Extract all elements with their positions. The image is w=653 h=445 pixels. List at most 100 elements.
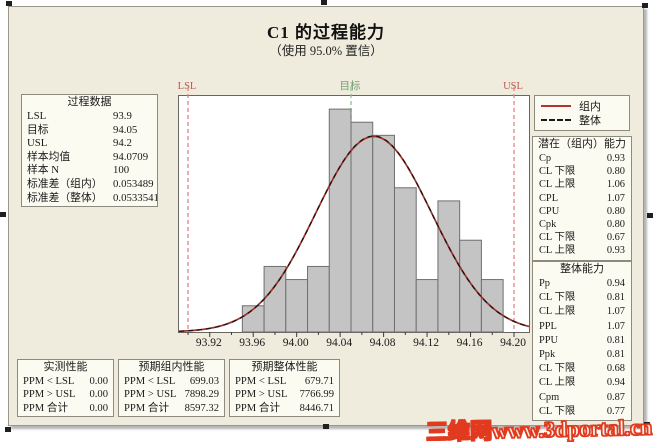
expected-overall-performance-rows: PPM < LSL 679.71 PPM > USL 7766.99 PPM 合计 844… [230,375,339,415]
legend-label: 整体 [579,115,601,127]
histogram-bar [328,108,352,333]
stat-value: 7898.29 [184,389,219,401]
stat-value: 0.80 [606,166,625,178]
expected-within-performance-title: 预期组内性能 [138,361,205,373]
stat-row: CL 下限 0.77 [539,405,625,419]
stat-value: 8446.71 [299,402,334,414]
stat-row: 样本均值 94.0709 [27,151,152,165]
stat-row: CL 下限 0.67 [539,231,625,244]
stat-value: 699.03 [189,376,219,387]
stat-value: 0.053489 [113,177,154,190]
stat-row: Cp 0.93 [539,152,625,165]
stat-row: CPU 0.80 [539,205,625,218]
stat-value: 0.93 [606,245,625,257]
stat-label: PPL [539,320,557,332]
legend: 组内 整体 [534,95,630,131]
stat-row: CL 下限 0.81 [539,291,625,305]
selection-handle-top-center[interactable] [321,0,327,5]
within-line-icon [541,105,571,107]
stat-label: CL 上限 [539,179,576,191]
histogram-bar [350,121,374,333]
stat-row: Pp 0.94 [539,277,625,291]
stat-value: 1.07 [606,320,625,332]
selection-handle-top-right[interactable] [642,3,648,8]
stat-label: 样本均值 [27,150,71,163]
histogram-bar [285,279,309,333]
stat-value: 94.05 [113,123,138,136]
histogram-plot [178,87,530,337]
stat-value: 0.67 [606,232,625,244]
stat-value: 0.80 [606,219,625,231]
selection-handle-middle-right[interactable] [647,213,653,218]
expected-overall-performance-title: 预期整体性能 [251,361,318,373]
stat-label: PPM > USL [235,389,288,401]
stat-value: 0.77 [606,405,625,417]
process-data-rows: LSL 93.9 目标 94.05 USL 94.2 样本均值 94.0709 样本 N 100 标… [22,110,157,205]
stat-row: CL 上限 1.07 [539,305,625,319]
stat-value: 0.81 [606,292,625,304]
stat-value: 1.06 [606,179,625,191]
within-capability-title: 潜在（组内）能力 [538,138,626,150]
x-tick-label: 94.20 [500,337,526,349]
stat-row: PPM < LSL 679.71 [235,375,334,388]
stat-label: PPM < LSL [124,376,176,387]
stat-row: CL 下限 0.68 [539,362,625,376]
stat-value: 93.9 [113,110,132,122]
stat-value: 0.80 [606,205,625,217]
within-capability-panel: 潜在（组内）能力 Cp 0.93 CL 下限 0.80 CL 上限 1.06 CPL 1.07… [532,136,632,261]
spec-label-目标: 目标 [339,81,361,92]
stat-row: CL 上限 0.94 [539,376,625,390]
x-tick-label: 94.04 [326,337,353,349]
stat-value: 8597.32 [184,402,219,414]
expected-within-performance-rows: PPM < LSL 699.03 PPM > USL 7898.29 PPM 合计 859… [119,375,224,415]
histogram-bar [459,239,482,333]
stat-row: 目标 94.05 [27,124,152,138]
stat-label: USL [27,137,48,150]
overall-capability-rows: Pp 0.94 CL 下限 0.81 CL 上限 1.07 PPL 1.07 PPU 0.81 Pp… [533,277,631,419]
stat-value: 0.81 [606,349,625,361]
stat-label: Ppk [539,349,556,361]
stat-value: 0.0533541 [113,191,158,204]
stat-row: Cpm 0.87 [539,391,625,405]
spec-label-LSL: LSL [177,81,197,92]
stat-label: Cpm [539,391,560,403]
stat-label: CL 下限 [539,232,576,244]
stat-label: 标准差（组内） [27,177,103,190]
histogram-bar [393,187,417,333]
stat-value: 7766.99 [299,389,334,401]
expected-overall-performance-panel: 预期整体性能 PPM < LSL 679.71 PPM > USL 7766.99 PP… [229,359,340,417]
stat-label: PPM > USL [23,389,76,401]
stat-label: Pp [539,278,550,289]
selection-handle-top-left[interactable] [6,1,12,6]
spec-label-USL: USL [503,81,523,92]
stat-row: PPM 合计 8446.71 [235,402,334,415]
stat-label: PPM 合计 [235,402,281,414]
process-data-panel: 过程数据 LSL 93.9 目标 94.05 USL 94.2 样本均值 94.0709 样本 … [21,94,158,207]
observed-performance-rows: PPM < LSL 0.00 PPM > USL 0.00 PPM 合计 0.00 [18,375,113,415]
selection-handle-bottom-left[interactable] [5,427,11,432]
stat-label: PPM < LSL [23,376,75,387]
stat-row: PPM > USL 7766.99 [235,388,334,401]
stat-label: PPM 合计 [124,402,170,414]
stat-label: 目标 [27,123,49,136]
stat-row: 标准差（组内） 0.053489 [27,177,154,192]
curve-整体 [178,135,530,332]
stat-label: CL 上限 [539,377,576,389]
histogram-bar [372,134,395,333]
stat-value: 94.2 [113,137,132,150]
stat-label: CL 下限 [539,292,576,304]
stat-value: 0.93 [606,153,625,164]
stat-value: 0.87 [606,391,625,403]
stat-value: 0.00 [89,402,108,414]
histogram-svg [178,87,530,337]
stat-label: Cp [539,153,552,164]
x-tick-label: 94.00 [282,337,309,349]
selection-handle-middle-left[interactable] [0,212,6,217]
stat-value: 0.00 [89,389,108,401]
selection-handle-bottom-right[interactable] [644,422,650,427]
stat-row: CL 上限 1.06 [539,178,625,191]
histogram-bar [415,279,439,333]
selection-handle-bottom-center[interactable] [323,424,329,429]
legend-item: 整体 [541,113,623,127]
stat-value: 1.07 [606,192,625,204]
